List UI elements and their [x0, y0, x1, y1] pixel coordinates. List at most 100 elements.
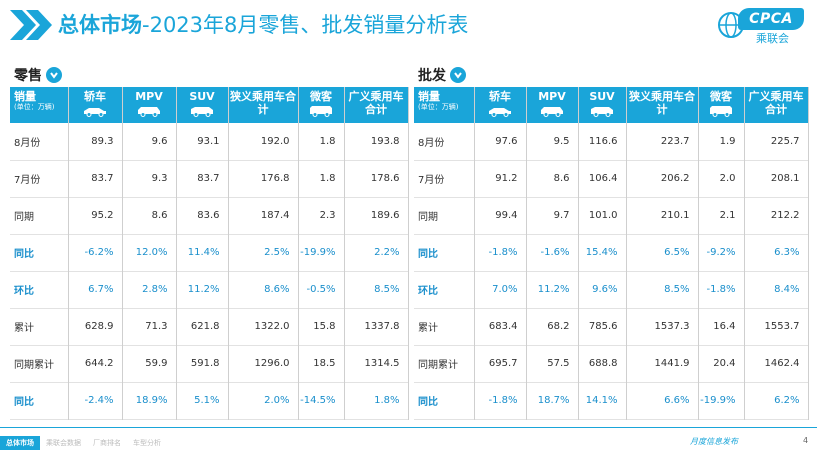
corner-header-main: 销量 [14, 90, 36, 103]
footer-note: 月度信息发布 [690, 437, 738, 446]
table-cell: 89.3 [68, 123, 123, 160]
footer-tab-0[interactable]: 总体市场 [0, 436, 40, 450]
arrow-down-circle-icon [46, 67, 62, 83]
row-label: 同比 [10, 234, 69, 271]
page-title: 总体市场-2023年8月零售、批发销量分析表 [58, 10, 468, 40]
table-cell: 5.1% [176, 382, 229, 419]
column-header: SUV [578, 87, 627, 123]
table-cell: 223.7 [626, 123, 699, 160]
table-cell: 15.8 [298, 308, 345, 345]
footer-tab-2[interactable]: 厂商排名 [93, 439, 121, 447]
table-cell: 9.3 [122, 160, 177, 197]
column-header: MPV [122, 87, 177, 123]
table-cell: 1337.8 [344, 308, 409, 345]
table-cell: 1.8% [344, 382, 409, 419]
row-label: 同比 [10, 382, 69, 419]
table-cell: -14.5% [298, 382, 345, 419]
row-label: 环比 [10, 271, 69, 308]
table-cell: 2.0 [698, 160, 745, 197]
column-header: 微客 [698, 87, 745, 123]
table-cell: 688.8 [578, 345, 627, 382]
table-cell: 187.4 [228, 197, 299, 234]
footer-divider [0, 427, 817, 428]
column-header: MPV [526, 87, 579, 123]
table-cell: 9.5 [526, 123, 579, 160]
corner-header-unit: (单位：万辆) [418, 103, 459, 111]
table-cell: 193.8 [344, 123, 409, 160]
footer-tab-1[interactable]: 乘联会数据 [46, 439, 81, 447]
row-label: 7月份 [10, 160, 69, 197]
column-header-label: 轿车 [84, 90, 106, 103]
corner-header-unit: (单位：万辆) [14, 103, 55, 111]
table-cell: 97.6 [474, 123, 527, 160]
table-cell: 8.5% [344, 271, 409, 308]
table-cell: 12.0% [122, 234, 177, 271]
table-cell: 99.4 [474, 197, 527, 234]
table-cell: 91.2 [474, 160, 527, 197]
suv-icon [591, 107, 613, 117]
table-cell: -1.8% [698, 271, 745, 308]
table-cell: 59.9 [122, 345, 177, 382]
table-cell: 644.2 [68, 345, 123, 382]
table-cell: 1441.9 [626, 345, 699, 382]
row-label: 环比 [414, 271, 475, 308]
table-cell: 225.7 [744, 123, 809, 160]
table-cell: 18.5 [298, 345, 345, 382]
footer-tab-3[interactable]: 车型分析 [133, 439, 161, 447]
table-cell: -19.9% [698, 382, 745, 419]
suv-icon [191, 107, 213, 117]
table-cell: 57.5 [526, 345, 579, 382]
mpv-icon [138, 107, 160, 117]
arrow-down-circle-icon [450, 67, 466, 83]
row-label: 同比 [414, 234, 475, 271]
column-header-label: 狭义乘用车合计 [629, 90, 695, 116]
table-cell: 695.7 [474, 345, 527, 382]
row-label: 8月份 [414, 123, 475, 160]
table-row: 7月份 91.2 8.6 106.4 206.2 2.0 208.1 [414, 160, 809, 197]
table-cell: 83.6 [176, 197, 229, 234]
table-cell: 189.6 [344, 197, 409, 234]
van-icon [310, 106, 332, 117]
table-cell: 2.8% [122, 271, 177, 308]
table-cell: -6.2% [68, 234, 123, 271]
table-cell: 1314.5 [344, 345, 409, 382]
column-header: 广义乘用车合计 [344, 87, 409, 123]
table-cell: -2.4% [68, 382, 123, 419]
row-label: 累计 [414, 308, 475, 345]
table-cell: 1322.0 [228, 308, 299, 345]
table-row: 8月份 97.6 9.5 116.6 223.7 1.9 225.7 [414, 123, 809, 160]
table-cell: 6.7% [68, 271, 123, 308]
table-cell: 11.2% [176, 271, 229, 308]
logo-subtitle: 乘联会 [756, 32, 789, 45]
retail-table-header: 销量 (单位：万辆) 轿车 MPV SUV 狭义乘用车合计 微客 广义乘用车合计 [10, 87, 409, 123]
column-header: 狭义乘用车合计 [228, 87, 299, 123]
row-label: 同期累计 [10, 345, 69, 382]
table-cell: 8.4% [744, 271, 809, 308]
table-row: 同期 99.4 9.7 101.0 210.1 2.1 212.2 [414, 197, 809, 234]
table-cell: 8.5% [626, 271, 699, 308]
chevron-right-icon [10, 10, 52, 40]
table-row: 同期 95.2 8.6 83.6 187.4 2.3 189.6 [10, 197, 409, 234]
table-row: 同期累计 695.7 57.5 688.8 1441.9 20.4 1462.4 [414, 345, 809, 382]
column-header: 微客 [298, 87, 345, 123]
table-cell: -1.8% [474, 382, 527, 419]
table-cell: 8.6 [122, 197, 177, 234]
corner-header-main: 销量 [418, 90, 440, 103]
table-cell: 83.7 [176, 160, 229, 197]
table-cell: 621.8 [176, 308, 229, 345]
mpv-icon [541, 107, 563, 117]
row-label: 7月份 [414, 160, 475, 197]
table-cell: 6.3% [744, 234, 809, 271]
row-label: 8月份 [10, 123, 69, 160]
table-cell: 178.6 [344, 160, 409, 197]
column-header-label: SUV [189, 90, 215, 103]
column-header: 广义乘用车合计 [744, 87, 809, 123]
table-cell: 14.1% [578, 382, 627, 419]
table-row: 环比 7.0% 11.2% 9.6% 8.5% -1.8% 8.4% [414, 271, 809, 308]
table-row: 同比 -2.4% 18.9% 5.1% 2.0% -14.5% 1.8% [10, 382, 409, 419]
column-header: 狭义乘用车合计 [626, 87, 699, 123]
logo-badge: CPCA [738, 8, 804, 30]
table-cell: 7.0% [474, 271, 527, 308]
page-title-rest: -2023年8月零售、批发销量分析表 [142, 13, 469, 37]
table-cell: 20.4 [698, 345, 745, 382]
